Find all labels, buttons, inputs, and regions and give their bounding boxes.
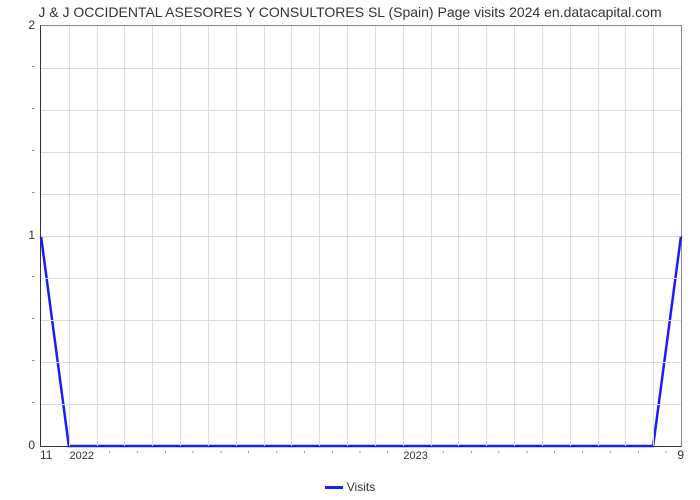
xtick-minor: ': [498, 450, 500, 461]
gridline-v: [625, 26, 626, 446]
ytick-label: 1: [28, 228, 35, 242]
ytick-minor: -: [32, 188, 35, 199]
gridline-h: [41, 320, 681, 321]
xtick-minor: ': [276, 450, 278, 461]
xtick-minor: ': [109, 450, 111, 461]
gridline-h: [41, 362, 681, 363]
page-visits-chart: J & J OCCIDENTAL ASESORES Y CONSULTORES …: [0, 0, 700, 500]
xtick-minor: ': [442, 450, 444, 461]
gridline-h: [41, 152, 681, 153]
ytick-minor: -: [32, 104, 35, 115]
xtick-minor: ': [637, 450, 639, 461]
gridline-h: [41, 236, 681, 237]
gridline-v: [542, 26, 543, 446]
gridline-v: [570, 26, 571, 446]
gridline-v: [180, 26, 181, 446]
ytick-label: 2: [28, 18, 35, 32]
gridline-v: [375, 26, 376, 446]
xtick-label: 2023: [403, 450, 427, 462]
gridline-v: [598, 26, 599, 446]
xtick-minor: ': [164, 450, 166, 461]
ytick-minor: -: [32, 146, 35, 157]
xtick-minor: ': [554, 450, 556, 461]
gridline-v: [347, 26, 348, 446]
xtick-minor: ': [136, 450, 138, 461]
xtick-minor: ': [220, 450, 222, 461]
xtick-label: 2022: [69, 450, 93, 462]
x-left-label: 11: [40, 448, 52, 462]
gridline-v: [264, 26, 265, 446]
gridline-h: [41, 194, 681, 195]
gridline-v: [319, 26, 320, 446]
xtick-minor: ': [665, 450, 667, 461]
gridline-h: [41, 278, 681, 279]
legend: Visits: [0, 480, 700, 494]
chart-title: J & J OCCIDENTAL ASESORES Y CONSULTORES …: [0, 4, 700, 20]
xtick-minor: ': [582, 450, 584, 461]
ytick-minor: -: [32, 398, 35, 409]
gridline-v: [236, 26, 237, 446]
gridline-h: [41, 110, 681, 111]
ytick-label: 0: [28, 438, 35, 452]
gridline-v: [208, 26, 209, 446]
xtick-minor: ': [359, 450, 361, 461]
gridline-v: [514, 26, 515, 446]
xtick-minor: ': [526, 450, 528, 461]
gridline-v: [97, 26, 98, 446]
xtick-minor: ': [387, 450, 389, 461]
legend-swatch: [325, 486, 343, 489]
xtick-minor: ': [332, 450, 334, 461]
gridline-v: [403, 26, 404, 446]
xtick-minor: ': [248, 450, 250, 461]
gridline-v: [458, 26, 459, 446]
plot-area: [40, 25, 682, 447]
xtick-minor: ': [303, 450, 305, 461]
ytick-minor: -: [32, 356, 35, 367]
gridline-v: [653, 26, 654, 446]
gridline-h: [41, 404, 681, 405]
ytick-minor: -: [32, 314, 35, 325]
gridline-v: [431, 26, 432, 446]
ytick-minor: -: [32, 62, 35, 73]
ytick-minor: -: [32, 272, 35, 283]
gridline-v: [152, 26, 153, 446]
legend-label: Visits: [347, 480, 375, 494]
gridline-h: [41, 68, 681, 69]
xtick-minor: ': [609, 450, 611, 461]
gridline-v: [69, 26, 70, 446]
x-right-label: 9: [677, 448, 684, 462]
xtick-minor: ': [470, 450, 472, 461]
gridline-v: [124, 26, 125, 446]
gridline-v: [486, 26, 487, 446]
xtick-minor: ': [192, 450, 194, 461]
gridline-v: [291, 26, 292, 446]
